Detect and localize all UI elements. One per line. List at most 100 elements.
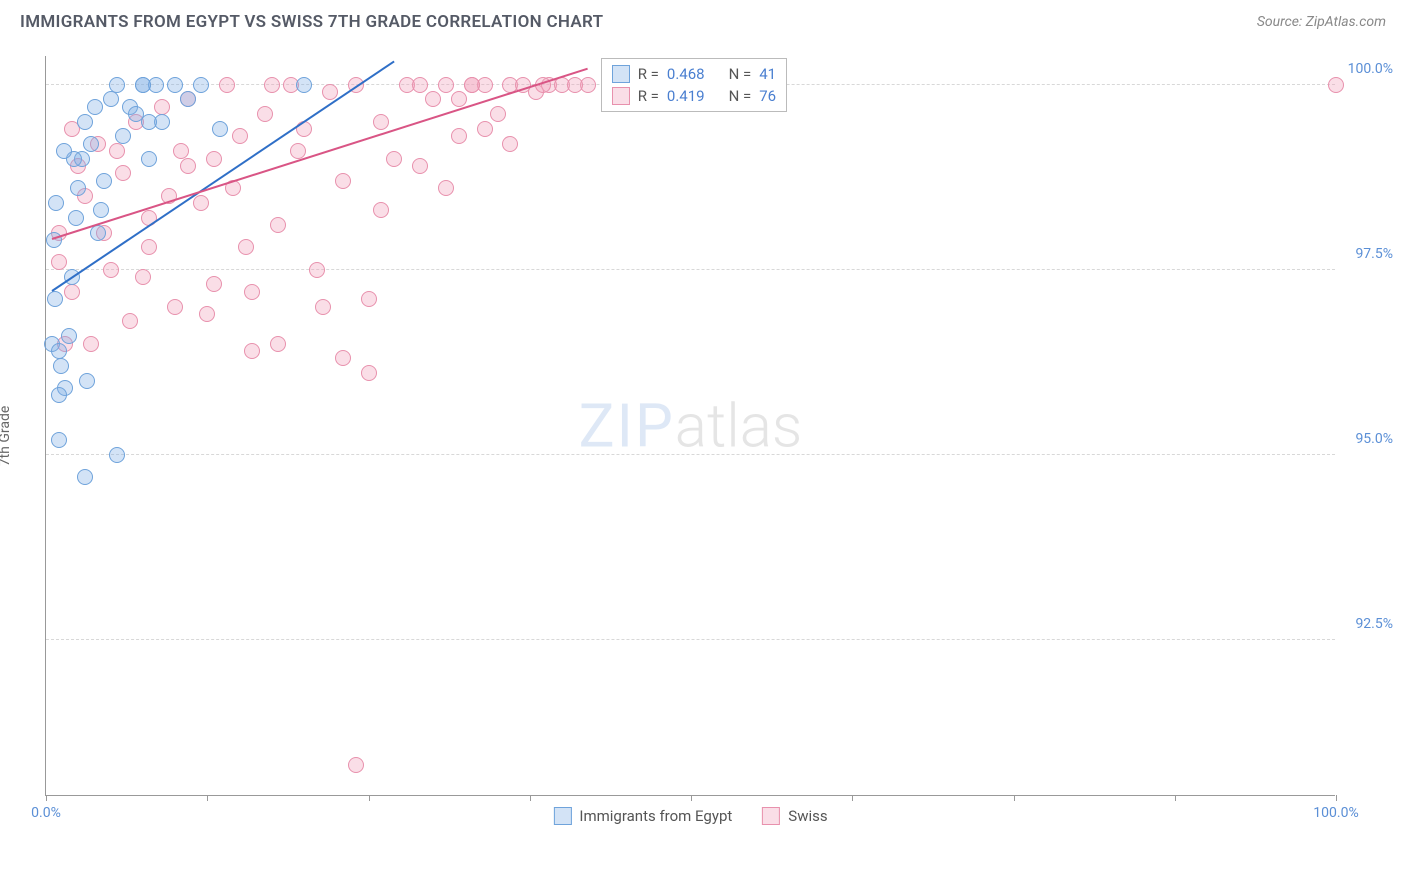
- gridline: [46, 269, 1335, 270]
- data-point: [64, 284, 80, 300]
- legend-swatch: [553, 807, 571, 825]
- x-tick: [207, 795, 208, 801]
- x-tick: [691, 795, 692, 801]
- data-point: [348, 757, 364, 773]
- data-point: [96, 173, 112, 189]
- data-point: [167, 299, 183, 315]
- data-point: [335, 173, 351, 189]
- data-point: [141, 114, 157, 130]
- stats-row: R =0.419N =76: [612, 85, 776, 107]
- n-value: 41: [759, 65, 776, 83]
- data-point: [135, 269, 151, 285]
- x-tick-label: 0.0%: [31, 805, 61, 821]
- r-value: 0.468: [667, 65, 705, 83]
- y-tick-label: 97.5%: [1343, 246, 1393, 262]
- data-point: [451, 91, 467, 107]
- legend-item: Immigrants from Egypt: [553, 807, 732, 825]
- n-label: N =: [729, 87, 752, 105]
- x-tick-label: 100.0%: [1313, 805, 1358, 821]
- stats-box: R =0.468N =41R =0.419N =76: [601, 58, 787, 112]
- watermark: ZIPatlas: [579, 390, 803, 461]
- source-label: Source: ZipAtlas.com: [1257, 14, 1386, 30]
- x-tick: [369, 795, 370, 801]
- series-swatch: [612, 65, 630, 83]
- legend: Immigrants from Egypt Swiss: [553, 807, 827, 825]
- data-point: [103, 262, 119, 278]
- data-point: [219, 77, 235, 93]
- x-tick: [1175, 795, 1176, 801]
- y-axis-label: 7th Grade: [0, 406, 13, 467]
- data-point: [412, 158, 428, 174]
- data-point: [115, 128, 131, 144]
- data-point: [51, 432, 67, 448]
- x-tick: [530, 795, 531, 801]
- data-point: [490, 106, 506, 122]
- y-tick-label: 95.0%: [1343, 431, 1393, 447]
- r-label: R =: [638, 65, 659, 83]
- data-point: [83, 336, 99, 352]
- data-point: [193, 195, 209, 211]
- data-point: [47, 291, 63, 307]
- data-point: [373, 114, 389, 130]
- data-point: [264, 77, 280, 93]
- data-point: [180, 91, 196, 107]
- plot-area: ZIPatlas 92.5%95.0%97.5%100.0%0.0%100.0%…: [45, 56, 1335, 796]
- data-point: [361, 365, 377, 381]
- x-tick: [1014, 795, 1015, 801]
- x-tick: [852, 795, 853, 801]
- legend-label: Swiss: [788, 807, 827, 825]
- data-point: [244, 343, 260, 359]
- legend-label: Immigrants from Egypt: [579, 807, 732, 825]
- data-point: [322, 84, 338, 100]
- data-point: [567, 77, 583, 93]
- chart-title: IMMIGRANTS FROM EGYPT VS SWISS 7TH GRADE…: [20, 12, 603, 32]
- gridline: [46, 454, 1335, 455]
- data-point: [109, 143, 125, 159]
- data-point: [56, 143, 72, 159]
- data-point: [61, 328, 77, 344]
- chart-container: 7th Grade ZIPatlas 92.5%95.0%97.5%100.0%…: [35, 56, 1385, 816]
- data-point: [464, 77, 480, 93]
- data-point: [335, 350, 351, 366]
- data-point: [68, 210, 84, 226]
- data-point: [154, 99, 170, 115]
- data-point: [87, 99, 103, 115]
- data-point: [309, 262, 325, 278]
- data-point: [167, 77, 183, 93]
- data-point: [257, 106, 273, 122]
- data-point: [141, 239, 157, 255]
- data-point: [48, 195, 64, 211]
- data-point: [77, 469, 93, 485]
- y-tick-label: 92.5%: [1343, 616, 1393, 632]
- data-point: [109, 77, 125, 93]
- data-point: [238, 239, 254, 255]
- data-point: [206, 151, 222, 167]
- data-point: [373, 202, 389, 218]
- data-point: [135, 77, 151, 93]
- data-point: [451, 128, 467, 144]
- data-point: [70, 180, 86, 196]
- data-point: [122, 313, 138, 329]
- data-point: [79, 373, 95, 389]
- watermark-atlas: atlas: [675, 390, 803, 461]
- data-point: [51, 254, 67, 270]
- gridline: [46, 639, 1335, 640]
- data-point: [141, 151, 157, 167]
- data-point: [53, 358, 69, 374]
- y-tick-label: 100.0%: [1343, 61, 1393, 77]
- r-label: R =: [638, 87, 659, 105]
- data-point: [173, 143, 189, 159]
- r-value: 0.419: [667, 87, 705, 105]
- x-tick: [1336, 795, 1337, 801]
- data-point: [51, 387, 67, 403]
- data-point: [180, 158, 196, 174]
- series-swatch: [612, 87, 630, 105]
- data-point: [270, 336, 286, 352]
- data-point: [1328, 77, 1344, 93]
- data-point: [199, 306, 215, 322]
- data-point: [361, 291, 377, 307]
- data-point: [296, 77, 312, 93]
- legend-item: Swiss: [762, 807, 827, 825]
- data-point: [502, 136, 518, 152]
- stats-row: R =0.468N =41: [612, 63, 776, 85]
